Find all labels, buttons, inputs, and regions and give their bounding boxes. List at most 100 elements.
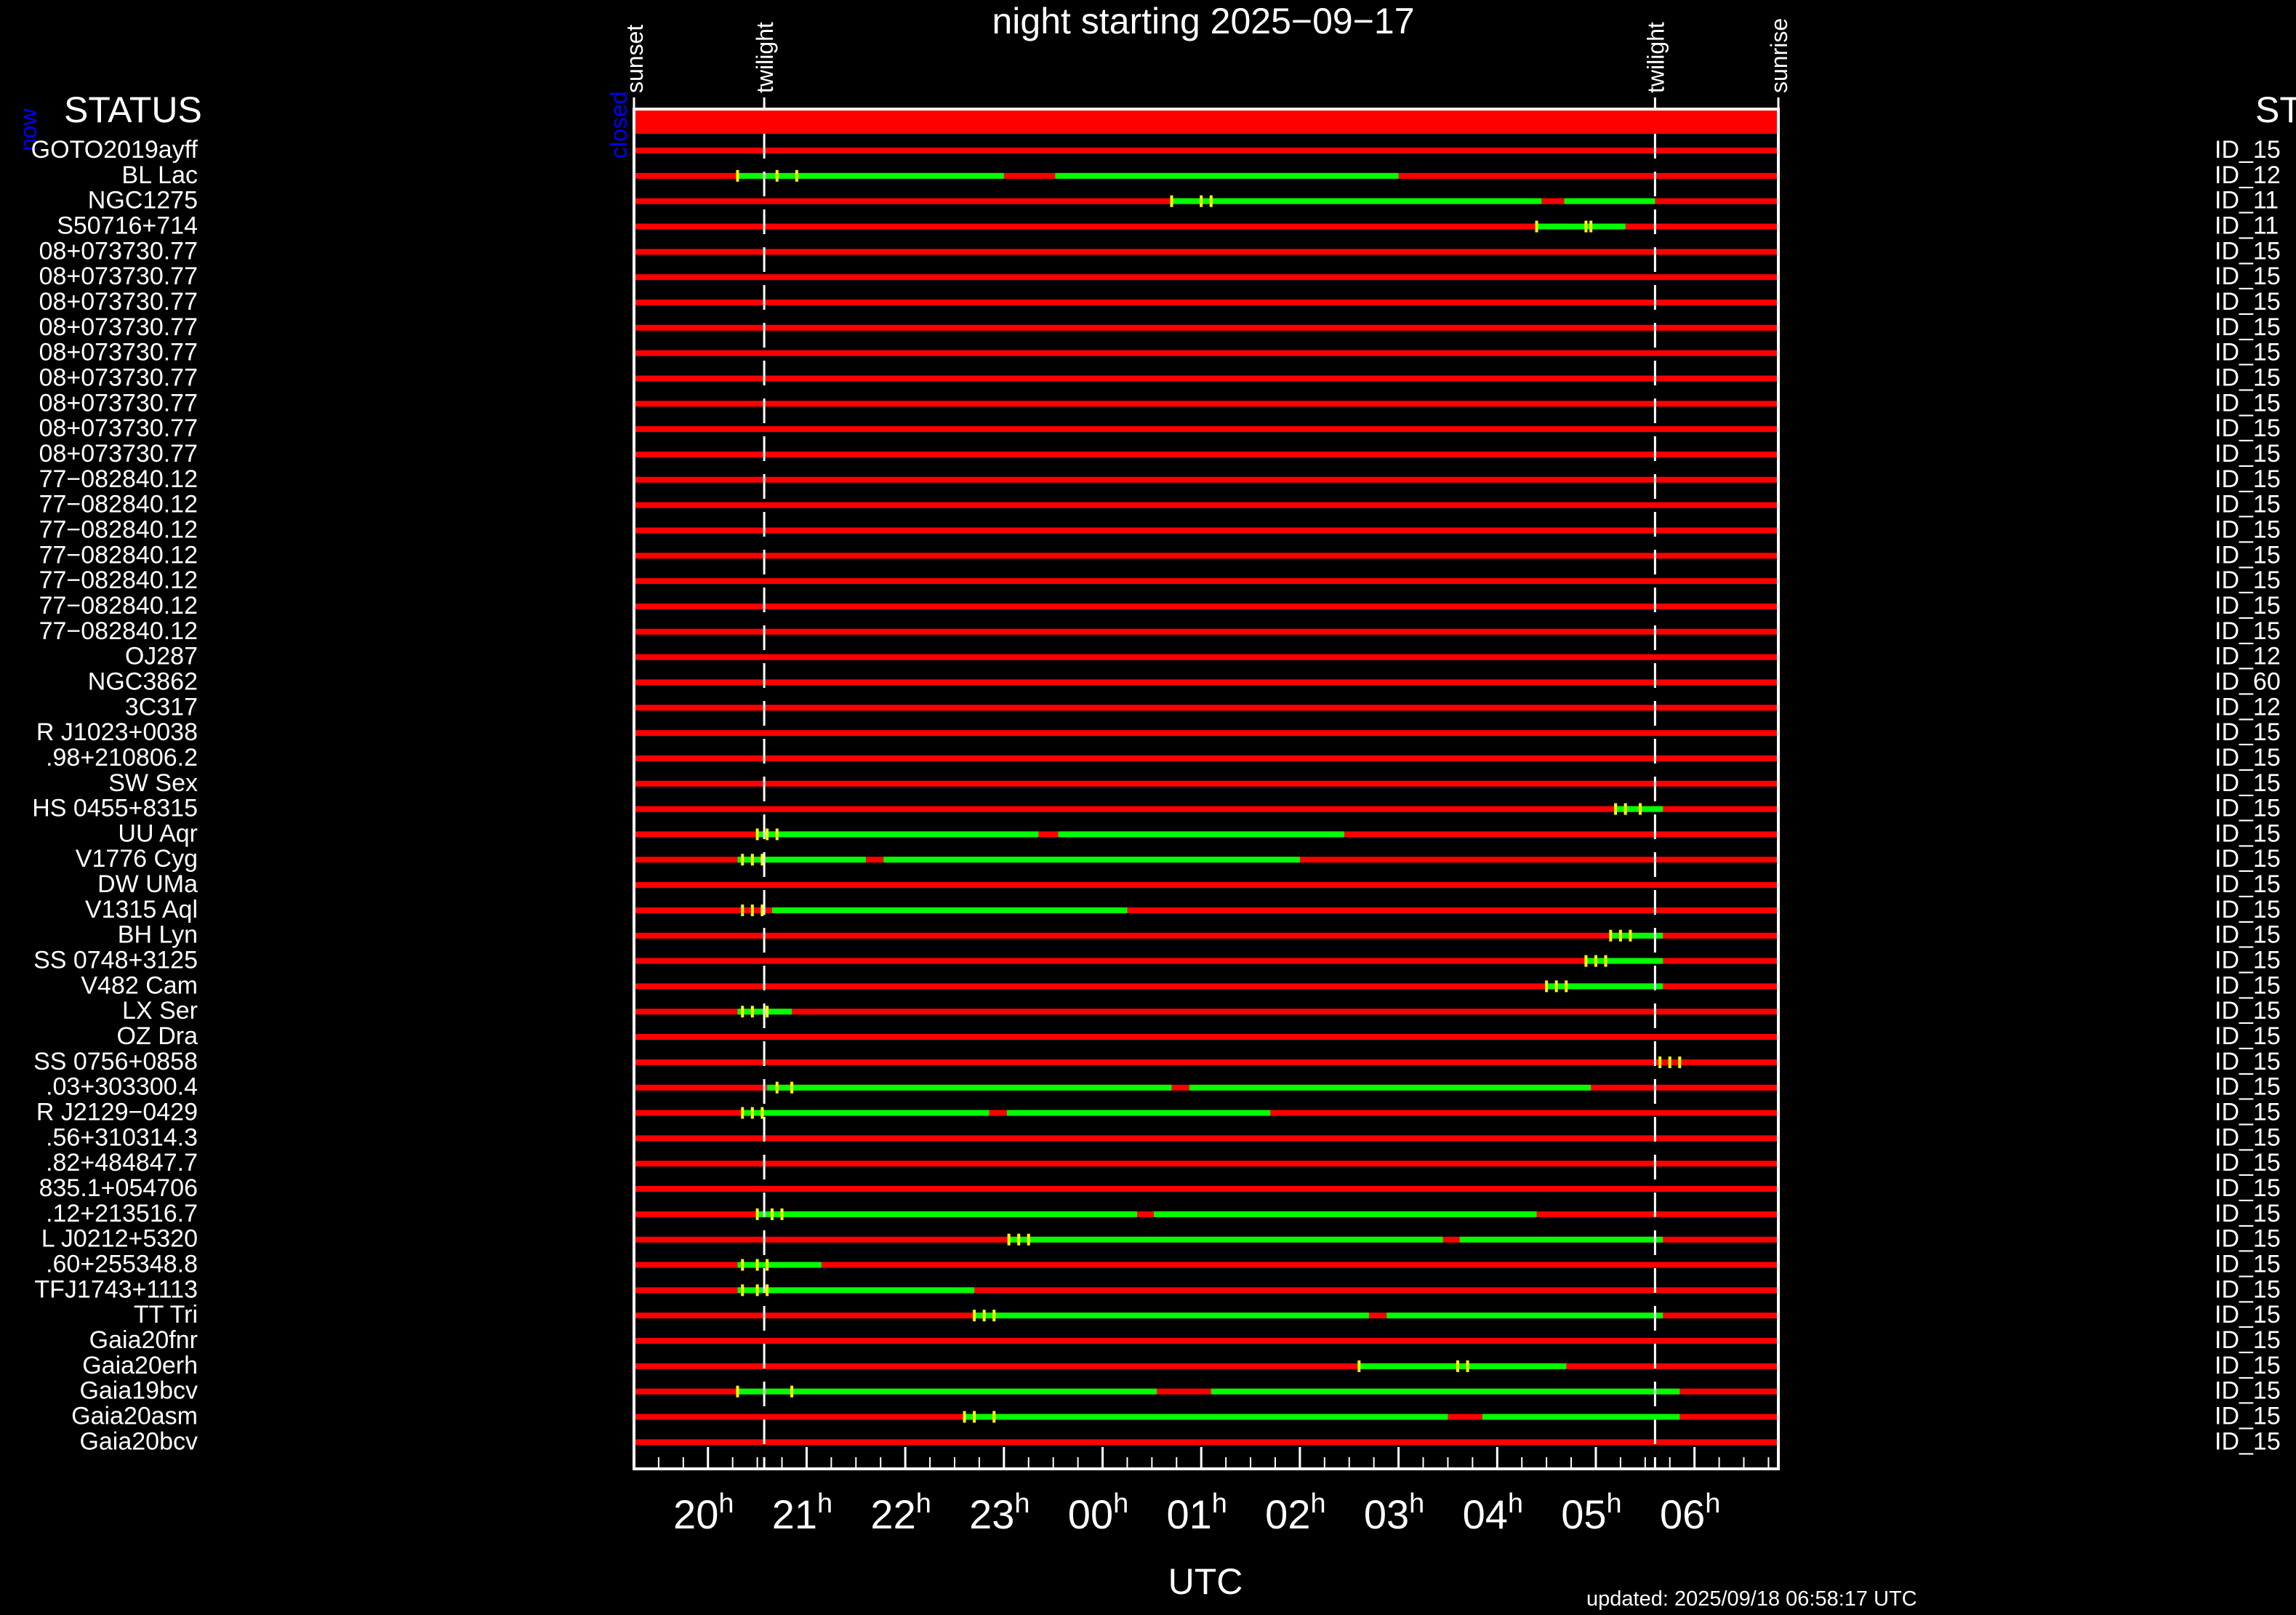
hour-tick-value: 00 xyxy=(1068,1491,1113,1537)
target-rows: GOTO2019ayff ID_15 BL Lac ID_12 NGC1275 ID_11… xyxy=(31,136,2281,1455)
chart-title: night starting 2025−09−17 xyxy=(992,1,1414,41)
status-bar xyxy=(634,109,1778,134)
target-status-id: ID_15 xyxy=(2215,1377,2281,1405)
target-name: 77−082840.12 xyxy=(39,465,198,493)
target-status-id: ID_60 xyxy=(2215,668,2281,695)
target-status-id: ID_15 xyxy=(2215,1123,2281,1151)
target-status-id: ID_12 xyxy=(2215,643,2281,670)
target-status-id: ID_12 xyxy=(2215,693,2281,721)
target-name: 77−082840.12 xyxy=(39,592,198,620)
hour-tick-unit: h xyxy=(916,1488,931,1519)
hour-tick-value: 06 xyxy=(1660,1491,1705,1537)
target-status-id: ID_15 xyxy=(2215,237,2281,265)
target-name: 08+073730.77 xyxy=(39,339,198,366)
target-name: .03+303300.4 xyxy=(46,1073,198,1101)
target-name: 77−082840.12 xyxy=(39,617,198,645)
hour-tick-label: 06h xyxy=(1660,1488,1720,1537)
hour-tick-label: 00h xyxy=(1068,1488,1128,1537)
target-name: Gaia20erh xyxy=(82,1352,198,1379)
target-name: SS 0748+3125 xyxy=(33,947,198,974)
closed-label: closed xyxy=(606,92,632,159)
hour-tick-unit: h xyxy=(1409,1488,1424,1519)
target-status-id: ID_15 xyxy=(2215,1427,2281,1455)
target-name: 08+073730.77 xyxy=(39,313,198,341)
hour-tick-unit: h xyxy=(1014,1488,1029,1519)
target-status-id: ID_15 xyxy=(2215,896,2281,923)
target-name: SW Sex xyxy=(108,769,198,797)
hour-tick-value: 21 xyxy=(772,1491,817,1537)
target-name: 08+073730.77 xyxy=(39,440,198,468)
target-name: HS 0455+8315 xyxy=(32,795,198,822)
target-status-id: ID_15 xyxy=(2215,1225,2281,1253)
target-status-id: ID_15 xyxy=(2215,947,2281,974)
target-status-id: ID_15 xyxy=(2215,541,2281,569)
target-status-id: ID_15 xyxy=(2215,339,2281,366)
hour-tick-value: 04 xyxy=(1463,1491,1508,1537)
target-status-id: ID_15 xyxy=(2215,1200,2281,1227)
target-status-id: ID_15 xyxy=(2215,389,2281,417)
target-status-id: ID_15 xyxy=(2215,744,2281,772)
target-status-id: ID_15 xyxy=(2215,921,2281,949)
target-status-id: ID_11 xyxy=(2215,187,2279,215)
target-name: 3C317 xyxy=(125,693,198,721)
hour-tick-value: 20 xyxy=(673,1491,718,1537)
target-status-id: ID_15 xyxy=(2215,1099,2281,1126)
hour-tick-unit: h xyxy=(1212,1488,1227,1519)
target-name: 08+073730.77 xyxy=(39,288,198,316)
target-name: SS 0756+0858 xyxy=(33,1048,198,1075)
hour-tick-unit: h xyxy=(1113,1488,1128,1519)
hour-tick-unit: h xyxy=(1310,1488,1325,1519)
target-name: .60+255348.8 xyxy=(46,1251,198,1278)
hour-tick-unit: h xyxy=(817,1488,832,1519)
target-name: 77−082840.12 xyxy=(39,541,198,569)
target-status-id: ID_15 xyxy=(2215,263,2281,290)
target-status-id: ID_15 xyxy=(2215,288,2281,316)
target-name: 08+073730.77 xyxy=(39,237,198,265)
target-status-id: ID_15 xyxy=(2215,718,2281,746)
hour-tick-value: 05 xyxy=(1561,1491,1606,1537)
target-name: V482 Cam xyxy=(81,971,198,999)
target-name: 77−082840.12 xyxy=(39,491,198,518)
hour-tick-label: 21h xyxy=(772,1488,832,1537)
target-status-id: ID_15 xyxy=(2215,1149,2281,1177)
hour-tick-unit: h xyxy=(718,1488,734,1519)
status-header-right: STAT xyxy=(2255,89,2296,130)
plot-frame xyxy=(633,108,1780,1470)
target-status-id: ID_15 xyxy=(2215,617,2281,645)
hour-tick-value: 23 xyxy=(969,1491,1014,1537)
target-name: R J2129−0429 xyxy=(36,1099,198,1126)
target-name: 08+073730.77 xyxy=(39,414,198,442)
event-label-twilight: twilight xyxy=(1642,22,1669,93)
target-name: DW UMa xyxy=(97,870,198,898)
hour-tick-value: 01 xyxy=(1166,1491,1211,1537)
target-status-id: ID_15 xyxy=(2215,516,2281,543)
target-status-id: ID_15 xyxy=(2215,1251,2281,1278)
hour-tick-label: 03h xyxy=(1364,1488,1424,1537)
target-status-id: ID_15 xyxy=(2215,440,2281,468)
target-name: LX Ser xyxy=(122,997,198,1025)
target-name: 77−082840.12 xyxy=(39,516,198,543)
updated-timestamp: updated: 2025/09/18 06:58:17 UTC xyxy=(1586,1587,1917,1611)
target-name: Gaia20fnr xyxy=(89,1326,198,1354)
target-status-id: ID_11 xyxy=(2215,212,2279,239)
target-status-id: ID_15 xyxy=(2215,313,2281,341)
target-name: Gaia19bcv xyxy=(79,1377,198,1405)
x-axis-label: UTC xyxy=(1168,1561,1243,1602)
target-status-id: ID_15 xyxy=(2215,971,2281,999)
target-status-id: ID_15 xyxy=(2215,491,2281,518)
target-status-id: ID_15 xyxy=(2215,1326,2281,1354)
hour-tick-label: 04h xyxy=(1463,1488,1523,1537)
event-label-sunrise: sunrise xyxy=(1766,18,1792,93)
target-status-id: ID_15 xyxy=(2215,997,2281,1025)
target-status-id: ID_15 xyxy=(2215,592,2281,620)
target-status-id: ID_15 xyxy=(2215,136,2281,164)
target-status-id: ID_15 xyxy=(2215,870,2281,898)
target-name: GOTO2019ayff xyxy=(31,136,198,164)
hour-tick-label: 05h xyxy=(1561,1488,1621,1537)
target-name: UU Aqr xyxy=(118,819,198,847)
target-name: .98+210806.2 xyxy=(46,744,198,772)
target-status-id: ID_15 xyxy=(2215,1174,2281,1202)
hour-tick-value: 02 xyxy=(1265,1491,1310,1537)
target-status-id: ID_15 xyxy=(2215,1073,2281,1101)
hour-tick-value: 03 xyxy=(1364,1491,1409,1537)
